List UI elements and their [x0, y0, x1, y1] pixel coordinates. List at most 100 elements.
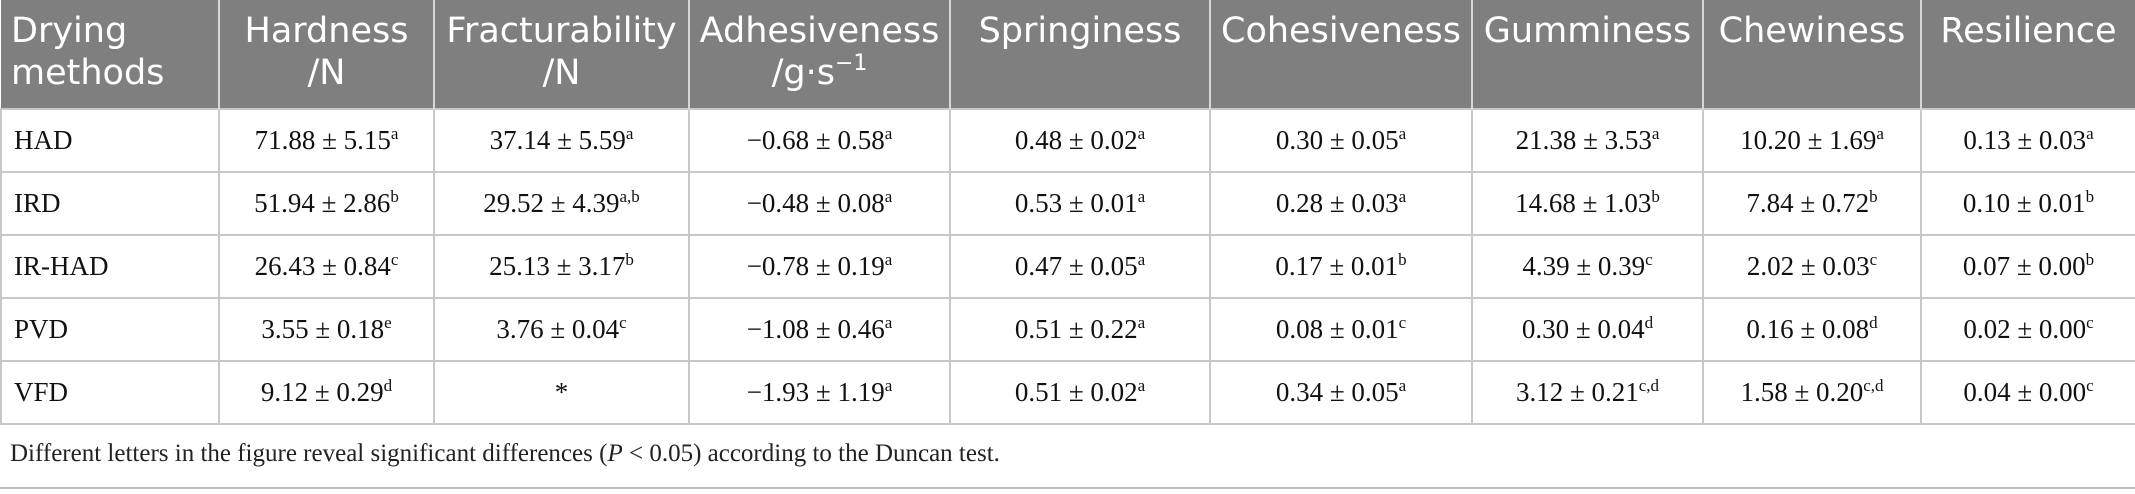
cell-text: 0.30 ± 0.05 — [1275, 125, 1399, 155]
row-label: PVD — [0, 297, 220, 362]
significance-letter: a — [2086, 124, 2094, 143]
table-row: PVD 3.55 ± 0.18e 3.76 ± 0.04c −1.08 ± 0.46a… — [0, 297, 2135, 362]
header-text: Hardness — [244, 11, 409, 51]
table-cell: 0.51 ± 0.02a — [949, 360, 1211, 425]
header-unit: /N — [307, 53, 346, 93]
cell-text: 0.51 ± 0.22 — [1014, 314, 1138, 344]
cell-text: 37.14 ± 5.59 — [489, 125, 626, 155]
cell-text: 71.88 ± 5.15 — [254, 125, 391, 155]
cell-text: 0.04 ± 0.00 — [1963, 377, 2087, 407]
cell-text: 0.08 ± 0.01 — [1275, 314, 1399, 344]
cell-text: 0.07 ± 0.00 — [1962, 251, 2086, 281]
table-cell: * — [433, 360, 690, 425]
cell-text: 0.10 ± 0.01 — [1962, 188, 2086, 218]
significance-letter: b — [625, 250, 634, 269]
header-cell: Cohesiveness — [1210, 0, 1473, 109]
significance-letter: c — [1398, 313, 1407, 332]
cell-text: 10.20 ± 1.69 — [1740, 125, 1877, 155]
cell-text: −1.08 ± 0.46 — [746, 314, 885, 344]
cell-text: 51.94 ± 2.86 — [254, 188, 391, 218]
table-cell: 0.34 ± 0.05a — [1209, 360, 1473, 425]
significance-letter: a — [1137, 250, 1146, 269]
cell-text: VFD — [14, 377, 69, 407]
cell-text: −0.48 ± 0.08 — [746, 188, 885, 218]
cell-text: 21.38 ± 3.53 — [1515, 125, 1652, 155]
table-row: VFD 9.12 ± 0.29d * −1.93 ± 1.19a 0.51 ± 0.02… — [0, 360, 2135, 425]
footnote-text: Different letters in the figure reveal s… — [10, 440, 608, 467]
cell-text: 0.17 ± 0.01 — [1275, 251, 1399, 281]
significance-letter: a,b — [619, 187, 640, 206]
cell-text: 0.30 ± 0.04 — [1521, 314, 1645, 344]
significance-letter: a — [884, 124, 893, 143]
significance-letter: b — [2085, 250, 2095, 269]
cell-text: 14.68 ± 1.03 — [1515, 188, 1652, 218]
significance-letter: a — [390, 124, 399, 143]
significance-letter: c — [1645, 250, 1653, 269]
significance-letter: a — [884, 187, 893, 206]
significance-letter: d — [1644, 313, 1654, 332]
footnote-text: < 0.05) according to the Duncan test. — [622, 440, 1000, 467]
significance-letter: c,d — [1638, 376, 1660, 395]
cell-text: * — [554, 377, 569, 407]
significance-letter: a — [1137, 124, 1146, 143]
table-cell: 0.28 ± 0.03a — [1209, 171, 1473, 236]
significance-letter: a — [1398, 187, 1407, 206]
significance-letter: b — [390, 187, 399, 206]
cell-text: 0.51 ± 0.02 — [1014, 377, 1138, 407]
cell-text: 7.84 ± 0.72 — [1746, 188, 1870, 218]
significance-letter: b — [1398, 250, 1407, 269]
cell-text: 0.28 ± 0.03 — [1275, 188, 1399, 218]
table-cell: 0.30 ± 0.04d — [1471, 297, 1704, 362]
cell-text: 0.53 ± 0.01 — [1014, 188, 1138, 218]
cell-text: −0.68 ± 0.58 — [746, 125, 885, 155]
table-cell: 4.39 ± 0.39c — [1471, 234, 1704, 299]
table-cell: 7.84 ± 0.72b — [1702, 171, 1922, 236]
table-cell: 71.88 ± 5.15a — [218, 108, 435, 173]
significance-letter: b — [1651, 187, 1660, 206]
cell-text: 9.12 ± 0.29 — [260, 377, 384, 407]
significance-letter: e — [384, 313, 392, 332]
cell-text: 25.13 ± 3.17 — [489, 251, 626, 281]
footnote: Different letters in the figure reveal s… — [10, 440, 1000, 468]
cell-text: 0.34 ± 0.05 — [1275, 377, 1399, 407]
significance-letter: d — [1869, 313, 1878, 332]
header-unit-exponent: −1 — [834, 51, 868, 76]
table-cell: −1.08 ± 0.46a — [688, 297, 951, 362]
significance-letter: a — [1398, 376, 1407, 395]
table-cell: 2.02 ± 0.03c — [1702, 234, 1922, 299]
cell-text: 2.02 ± 0.03 — [1746, 251, 1870, 281]
table-cell: 21.38 ± 3.53a — [1471, 108, 1704, 173]
significance-letter: a — [884, 376, 893, 395]
header-text: Chewiness — [1718, 11, 1906, 51]
cell-text: 3.76 ± 0.04 — [496, 314, 620, 344]
footnote-symbol: P — [607, 440, 623, 467]
header-cell: Gumminess — [1472, 0, 1704, 109]
table-cell: 0.13 ± 0.03a — [1920, 108, 2135, 173]
table-cell: 0.51 ± 0.22a — [949, 297, 1211, 362]
header-row: Drying methods Hardness/N Fracturability/N… — [1, 0, 2135, 109]
cell-text: PVD — [14, 314, 69, 344]
significance-letter: b — [2085, 187, 2095, 206]
table-cell: 3.12 ± 0.21c,d — [1471, 360, 1704, 425]
header-cell: Hardness/N — [219, 0, 435, 109]
significance-letter: a — [1137, 376, 1146, 395]
significance-letter: a — [625, 124, 634, 143]
header-text: Drying methods — [11, 11, 165, 93]
table-cell: −0.48 ± 0.08a — [688, 171, 951, 236]
significance-letter: c — [1869, 250, 1878, 269]
cell-text: −0.78 ± 0.19 — [746, 251, 885, 281]
header-cell: Springiness — [950, 0, 1211, 109]
significance-letter: c,d — [1863, 376, 1884, 395]
table-cell: −0.78 ± 0.19a — [688, 234, 951, 299]
cell-text: 4.39 ± 0.39 — [1522, 251, 1646, 281]
header-cell: Chewiness — [1703, 0, 1922, 109]
table-cell: −1.93 ± 1.19a — [688, 360, 951, 425]
table-cell: 0.02 ± 0.00c — [1920, 297, 2135, 362]
table-row: IR-HAD 26.43 ± 0.84c 25.13 ± 3.17b −0.78 ± … — [0, 234, 2135, 299]
table-cell: 0.47 ± 0.05a — [949, 234, 1211, 299]
table-row: HAD 71.88 ± 5.15a 37.14 ± 5.59a −0.68 ± 0.5… — [0, 108, 2135, 173]
table-cell: 9.12 ± 0.29d — [218, 360, 435, 425]
table-cell: 29.52 ± 4.39a,b — [433, 171, 690, 236]
significance-letter: c — [619, 313, 627, 332]
